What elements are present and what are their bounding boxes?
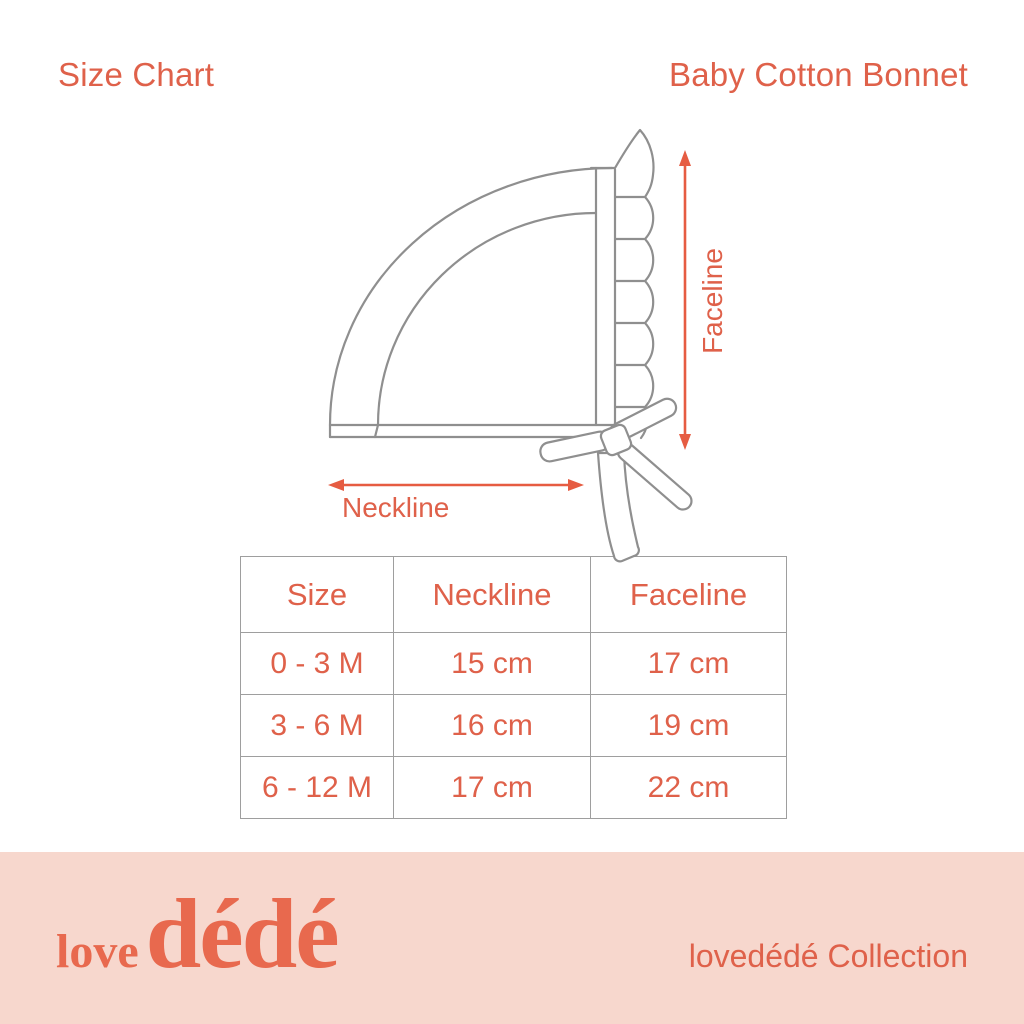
page-title: Size Chart xyxy=(58,56,215,93)
product-title: Baby Cotton Bonnet xyxy=(669,56,968,93)
table-header-neckline: Neckline xyxy=(394,557,591,633)
table-cell-size-1: 3 - 6 M xyxy=(241,695,394,757)
table-cell-faceline-1: 19 cm xyxy=(591,695,787,757)
table-cell-size-0: 0 - 3 M xyxy=(241,633,394,695)
bonnet-inner-arc-tail xyxy=(373,423,380,439)
tie-strap-upper-right xyxy=(608,397,678,443)
table-cell-faceline-0: 17 cm xyxy=(591,633,787,695)
tie-strap-lower-right xyxy=(616,442,693,511)
scallop-trim xyxy=(639,195,655,440)
neckline-arrow-label: Neckline xyxy=(342,492,449,523)
size-chart-table: Size Neckline Faceline 0 - 3 M 15 cm 17 … xyxy=(240,556,787,819)
brand-logo: love dédé xyxy=(56,878,340,989)
faceline-arrow xyxy=(679,150,691,450)
faceline-arrow-label: Faceline xyxy=(697,248,728,354)
table-header-size: Size xyxy=(241,557,394,633)
table-cell-neckline-1: 16 cm xyxy=(394,695,591,757)
tie-strap-left xyxy=(539,430,611,463)
table-cell-neckline-2: 17 cm xyxy=(394,757,591,819)
table-header-faceline: Faceline xyxy=(591,557,787,633)
tie-long-ribbon xyxy=(596,451,640,563)
table-cell-faceline-2: 22 cm xyxy=(591,757,787,819)
neckline-arrow xyxy=(328,479,584,491)
table-cell-neckline-0: 15 cm xyxy=(394,633,591,695)
footer-band xyxy=(0,852,1024,1024)
bonnet-diagram: Faceline Neckline xyxy=(328,128,728,563)
brand-logo-word-dede: dédé xyxy=(145,878,340,989)
tie-knot xyxy=(599,423,633,457)
bonnet-crown-outer-arc xyxy=(328,166,614,427)
table-cell-size-2: 6 - 12 M xyxy=(241,757,394,819)
bonnet-crown-inner-arc xyxy=(376,211,598,427)
collection-label: lovedédé Collection xyxy=(688,938,968,974)
bonnet-tip xyxy=(613,128,655,199)
brand-logo-word-love: love xyxy=(56,925,139,978)
